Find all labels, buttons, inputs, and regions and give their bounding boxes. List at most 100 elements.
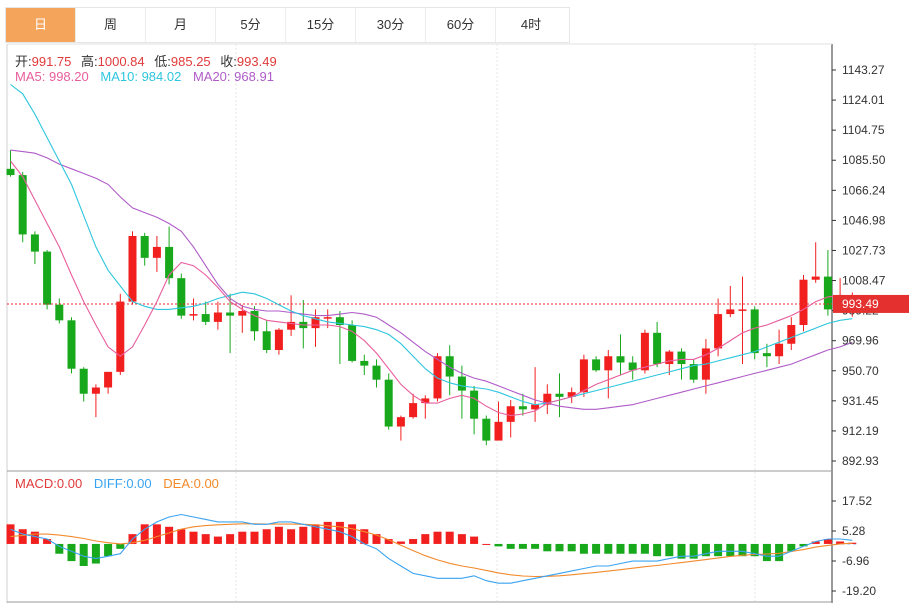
- candle-body: [579, 359, 588, 393]
- macd-bar: [43, 539, 52, 544]
- macd-bar: [165, 526, 174, 544]
- candle-body: [79, 368, 88, 394]
- macd-bar: [311, 524, 320, 544]
- candle-body: [494, 421, 503, 441]
- candle-body: [543, 393, 552, 405]
- candle-body: [482, 418, 491, 441]
- macd-bar: [543, 543, 552, 552]
- price-tick-label: 1046.98: [842, 213, 886, 227]
- macd-bar: [177, 529, 186, 544]
- macd-tick-label: -19.20: [842, 584, 876, 598]
- dea-line: [10, 523, 853, 578]
- macd-bar: [67, 543, 76, 562]
- candle-body: [531, 404, 540, 410]
- macd-bar: [55, 543, 64, 554]
- macd-bar: [445, 531, 454, 544]
- macd-bar: [616, 543, 625, 554]
- tab-week[interactable]: 周: [76, 8, 146, 42]
- macd-bar: [604, 543, 613, 554]
- diff-value: 0.00: [126, 476, 152, 491]
- high-value: 1000.84: [97, 54, 145, 69]
- tab-5min[interactable]: 5分: [216, 8, 286, 42]
- candle-body: [799, 279, 808, 326]
- tab-60min[interactable]: 60分: [426, 8, 496, 42]
- ohlc-readout: 开:991.75 高:1000.84 低:985.25 收:993.49: [15, 54, 277, 69]
- macd-bar: [738, 543, 747, 557]
- ma5-line: [10, 160, 853, 417]
- price-tick-label: 912.19: [842, 424, 879, 438]
- macd-bar: [250, 531, 259, 544]
- macd-bar: [555, 543, 564, 552]
- macd-bar: [226, 534, 235, 544]
- candle-body: [677, 351, 686, 365]
- last-price-tag-label: 993.49: [842, 297, 879, 311]
- tab-4hour[interactable]: 4时: [520, 17, 542, 32]
- candle-body: [226, 312, 235, 316]
- macd-bar: [799, 543, 808, 547]
- candle-body: [140, 235, 149, 258]
- candle-body: [6, 168, 15, 176]
- macd-bar: [665, 543, 674, 557]
- candle-body: [128, 235, 137, 302]
- candle-body: [335, 317, 344, 326]
- macd-bar: [213, 536, 222, 544]
- candle-body: [238, 310, 247, 316]
- price-tick-label: 1008.47: [842, 274, 886, 288]
- tab-month[interactable]: 月: [146, 8, 216, 42]
- tab-30min[interactable]: 30分: [356, 8, 426, 42]
- candle-body: [323, 317, 332, 319]
- candles-layer: [6, 150, 857, 446]
- macd-bar: [409, 539, 418, 544]
- candle-body: [653, 332, 662, 365]
- tab-15min[interactable]: 15分: [286, 8, 356, 42]
- ma20-line: [10, 149, 853, 410]
- moving-average-lines: [10, 84, 853, 417]
- macd-bar: [701, 543, 710, 557]
- tab-day[interactable]: 日: [6, 8, 76, 42]
- macd-tick-label: -6.96: [842, 554, 870, 568]
- price-tick-label: 1085.50: [842, 153, 886, 167]
- candle-body: [714, 314, 723, 349]
- macd-bar: [640, 543, 649, 554]
- macd-bar: [836, 541, 845, 544]
- macd-bar: [775, 543, 784, 562]
- candle-body: [445, 356, 454, 377]
- macd-bar: [104, 543, 113, 557]
- macd-bar: [189, 531, 198, 544]
- macd-bar: [811, 541, 820, 544]
- last-price-tag: [833, 294, 909, 313]
- price-tick-label: 1066.24: [842, 183, 886, 197]
- candle-body: [201, 314, 210, 322]
- macd-bar: [421, 534, 430, 544]
- candle-body: [762, 353, 771, 357]
- candle-body: [726, 309, 735, 315]
- macd-bar: [762, 543, 771, 562]
- ma5-value: 998.20: [48, 69, 89, 84]
- macd-bar: [494, 543, 503, 547]
- macd-bar: [348, 524, 357, 544]
- candle-body: [91, 387, 100, 394]
- candle-body: [18, 175, 27, 235]
- candle-body: [152, 246, 161, 258]
- macd-bar: [140, 524, 149, 544]
- candle-body: [457, 376, 466, 391]
- diff-line: [10, 513, 853, 584]
- period-tabs: 日 周 月 5分 15分 30分 60分 4时: [5, 7, 570, 43]
- macd-bar: [628, 543, 637, 554]
- price-tick-label: 931.45: [842, 394, 879, 408]
- macd-bar: [384, 539, 393, 544]
- candle-body: [750, 309, 759, 354]
- macd-bar: [518, 543, 527, 549]
- dea-value: 0.00: [193, 476, 219, 491]
- candle-body: [555, 393, 564, 397]
- macd-bar: [262, 529, 271, 544]
- macd-bar: [592, 543, 601, 554]
- candle-body: [67, 320, 76, 369]
- candle-body: [30, 234, 39, 252]
- macd-bar: [323, 521, 332, 544]
- candle-body: [689, 364, 698, 380]
- candle-body: [55, 304, 64, 321]
- macd-bar: [567, 543, 576, 552]
- candle-body: [213, 312, 222, 322]
